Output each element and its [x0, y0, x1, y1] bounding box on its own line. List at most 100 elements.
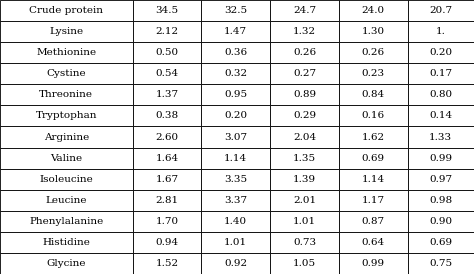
- Bar: [408, 42, 474, 63]
- Text: 0.92: 0.92: [224, 259, 247, 268]
- Bar: [201, 21, 270, 42]
- Bar: [270, 63, 339, 84]
- Bar: [201, 84, 270, 105]
- Bar: [339, 0, 408, 21]
- Bar: [201, 232, 270, 253]
- Bar: [0, 21, 133, 42]
- Bar: [339, 105, 408, 127]
- Text: 3.37: 3.37: [224, 196, 247, 205]
- Text: 32.5: 32.5: [224, 6, 247, 15]
- Bar: [133, 253, 201, 274]
- Text: 1.: 1.: [436, 27, 446, 36]
- Bar: [133, 169, 201, 190]
- Bar: [339, 21, 408, 42]
- Text: 1.01: 1.01: [293, 217, 316, 226]
- Bar: [0, 169, 133, 190]
- Bar: [201, 0, 270, 21]
- Text: 1.40: 1.40: [224, 217, 247, 226]
- Text: 0.73: 0.73: [293, 238, 316, 247]
- Bar: [408, 84, 474, 105]
- Text: 20.7: 20.7: [429, 6, 452, 15]
- Text: 0.64: 0.64: [362, 238, 385, 247]
- Bar: [270, 0, 339, 21]
- Bar: [339, 169, 408, 190]
- Bar: [408, 63, 474, 84]
- Bar: [408, 127, 474, 147]
- Text: 0.29: 0.29: [293, 112, 316, 121]
- Text: Tryptophan: Tryptophan: [36, 112, 97, 121]
- Bar: [0, 232, 133, 253]
- Text: 0.50: 0.50: [155, 48, 179, 57]
- Text: 0.89: 0.89: [293, 90, 316, 99]
- Text: 0.32: 0.32: [224, 69, 247, 78]
- Bar: [201, 169, 270, 190]
- Bar: [339, 253, 408, 274]
- Bar: [270, 21, 339, 42]
- Bar: [133, 127, 201, 147]
- Text: 2.01: 2.01: [293, 196, 316, 205]
- Bar: [0, 253, 133, 274]
- Text: 3.35: 3.35: [224, 175, 247, 184]
- Bar: [270, 147, 339, 169]
- Text: Methionine: Methionine: [36, 48, 96, 57]
- Bar: [133, 211, 201, 232]
- Bar: [408, 169, 474, 190]
- Text: 1.35: 1.35: [293, 153, 316, 162]
- Bar: [270, 127, 339, 147]
- Bar: [408, 0, 474, 21]
- Bar: [0, 211, 133, 232]
- Bar: [133, 63, 201, 84]
- Text: Cystine: Cystine: [46, 69, 86, 78]
- Bar: [133, 105, 201, 127]
- Text: Valine: Valine: [50, 153, 82, 162]
- Bar: [339, 211, 408, 232]
- Text: Arginine: Arginine: [44, 133, 89, 141]
- Text: Leucine: Leucine: [46, 196, 87, 205]
- Bar: [133, 42, 201, 63]
- Bar: [133, 0, 201, 21]
- Text: 1.01: 1.01: [224, 238, 247, 247]
- Text: 0.99: 0.99: [429, 153, 452, 162]
- Bar: [201, 190, 270, 211]
- Bar: [408, 253, 474, 274]
- Text: 24.0: 24.0: [362, 6, 385, 15]
- Bar: [201, 63, 270, 84]
- Bar: [0, 84, 133, 105]
- Text: 34.5: 34.5: [155, 6, 179, 15]
- Text: 0.69: 0.69: [362, 153, 385, 162]
- Bar: [201, 253, 270, 274]
- Text: 1.17: 1.17: [362, 196, 385, 205]
- Text: Crude protein: Crude protein: [29, 6, 103, 15]
- Bar: [270, 42, 339, 63]
- Text: 1.37: 1.37: [155, 90, 179, 99]
- Text: 0.94: 0.94: [155, 238, 179, 247]
- Text: 0.26: 0.26: [362, 48, 385, 57]
- Text: 1.62: 1.62: [362, 133, 385, 141]
- Text: Lysine: Lysine: [49, 27, 83, 36]
- Bar: [0, 105, 133, 127]
- Text: 0.69: 0.69: [429, 238, 452, 247]
- Text: 3.07: 3.07: [224, 133, 247, 141]
- Bar: [201, 211, 270, 232]
- Text: 1.64: 1.64: [155, 153, 179, 162]
- Bar: [133, 21, 201, 42]
- Bar: [339, 147, 408, 169]
- Text: Phenylalanine: Phenylalanine: [29, 217, 103, 226]
- Bar: [0, 147, 133, 169]
- Bar: [133, 147, 201, 169]
- Text: 1.33: 1.33: [429, 133, 452, 141]
- Text: 0.80: 0.80: [429, 90, 452, 99]
- Text: 0.99: 0.99: [362, 259, 385, 268]
- Text: 0.20: 0.20: [224, 112, 247, 121]
- Text: 0.38: 0.38: [155, 112, 179, 121]
- Bar: [0, 190, 133, 211]
- Bar: [201, 147, 270, 169]
- Text: 1.14: 1.14: [224, 153, 247, 162]
- Bar: [133, 84, 201, 105]
- Bar: [270, 232, 339, 253]
- Bar: [133, 232, 201, 253]
- Bar: [408, 211, 474, 232]
- Bar: [0, 42, 133, 63]
- Text: 1.70: 1.70: [155, 217, 179, 226]
- Bar: [0, 63, 133, 84]
